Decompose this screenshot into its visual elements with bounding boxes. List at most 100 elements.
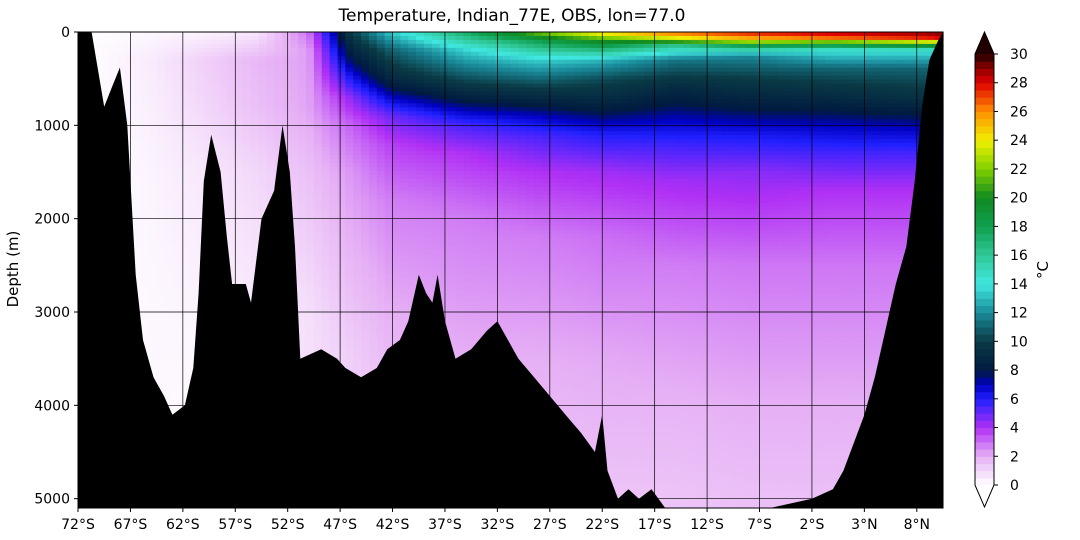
temperature-cell [203, 99, 213, 104]
temperature-cell [219, 170, 229, 176]
temperature-cell [337, 234, 346, 239]
temperature-cell [384, 32, 394, 37]
temperature-cell [156, 131, 166, 136]
temperature-cell [195, 147, 205, 152]
temperature-cell [306, 162, 315, 168]
temperature-cell [188, 83, 197, 89]
temperature-cell [337, 51, 346, 57]
temperature-cell [368, 115, 378, 120]
temperature-cell [361, 242, 370, 247]
temperature-cell [140, 230, 150, 235]
temperature-cell [345, 210, 354, 216]
temperature-cell [133, 127, 142, 132]
temperature-cell [400, 147, 409, 152]
temperature-cell [298, 273, 307, 279]
temperature-cell [235, 202, 244, 208]
temperature-cell [329, 345, 339, 350]
temperature-cell [345, 51, 354, 57]
temperature-cell [211, 51, 221, 57]
temperature-cell [361, 317, 370, 323]
temperature-cell [251, 226, 260, 231]
temperature-cell [243, 43, 252, 49]
temperature-cell [180, 51, 189, 57]
temperature-cell [306, 182, 315, 188]
temperature-cell [321, 329, 331, 335]
temperature-cell [290, 214, 299, 220]
temperature-cell [125, 107, 134, 112]
temperature-cell [227, 158, 236, 164]
temperature-cell [235, 71, 244, 77]
temperature-cell [282, 55, 291, 61]
temperature-cell [384, 154, 394, 160]
temperature-cell [337, 182, 346, 188]
temperature-cell [384, 182, 394, 188]
temperature-cell [148, 143, 158, 148]
temperature-cell [321, 277, 331, 283]
temperature-cell [337, 301, 346, 307]
temperature-cell [329, 333, 339, 339]
temperature-cell [321, 206, 331, 212]
temperature-cell [368, 285, 378, 291]
temperature-cell [195, 154, 205, 160]
temperature-cell [329, 87, 339, 93]
temperature-cell [384, 202, 394, 208]
temperature-cell [392, 289, 402, 295]
temperature-cell [235, 43, 244, 49]
temperature-cell [180, 162, 189, 168]
temperature-cell [180, 79, 189, 85]
temperature-cell [400, 99, 409, 104]
temperature-cell [345, 170, 354, 176]
temperature-cell [290, 151, 299, 156]
temperature-cell [180, 83, 189, 89]
temperature-cell [172, 262, 181, 267]
temperature-cell [172, 258, 181, 263]
temperature-cell [321, 349, 331, 354]
temperature-cell [321, 135, 331, 140]
temperature-cell [243, 39, 252, 45]
temperature-cell [188, 190, 197, 196]
temperature-cell [140, 222, 150, 227]
temperature-cell [384, 95, 394, 101]
temperature-cell [361, 194, 370, 200]
temperature-cell [400, 67, 409, 73]
temperature-cell [345, 258, 354, 263]
temperature-cell [392, 59, 402, 65]
temperature-cell [329, 194, 339, 200]
temperature-cell [195, 178, 205, 184]
temperature-cell [164, 47, 173, 53]
temperature-cell [376, 230, 386, 235]
temperature-cell [188, 178, 197, 184]
temperature-cell [133, 43, 142, 49]
temperature-cell [188, 91, 197, 97]
temperature-cell [298, 321, 307, 327]
temperature-cell [313, 262, 323, 267]
temperature-cell [353, 71, 362, 77]
temperature-cell [188, 67, 197, 73]
temperature-cell [235, 178, 244, 184]
temperature-cell [306, 285, 315, 291]
temperature-cell [384, 91, 394, 97]
temperature-cell [321, 198, 331, 204]
temperature-cell [313, 174, 323, 180]
temperature-cell [313, 182, 323, 188]
temperature-cell [321, 250, 331, 255]
temperature-cell [345, 361, 354, 366]
temperature-cell [298, 43, 307, 49]
temperature-cell [258, 190, 268, 196]
temperature-cell [306, 63, 315, 69]
temperature-cell [180, 277, 189, 283]
temperature-cell [156, 281, 166, 287]
temperature-cell [306, 333, 315, 339]
temperature-cell [368, 246, 378, 251]
temperature-cell [306, 301, 315, 307]
temperature-cell [345, 182, 354, 188]
temperature-cell [188, 369, 197, 374]
temperature-cell [156, 258, 166, 263]
temperature-cell [172, 111, 181, 116]
temperature-cell [109, 79, 118, 85]
temperature-cell [211, 135, 221, 140]
temperature-cell [392, 281, 402, 287]
temperature-cell [164, 242, 173, 247]
temperature-cell [109, 67, 118, 73]
temperature-cell [227, 115, 236, 120]
